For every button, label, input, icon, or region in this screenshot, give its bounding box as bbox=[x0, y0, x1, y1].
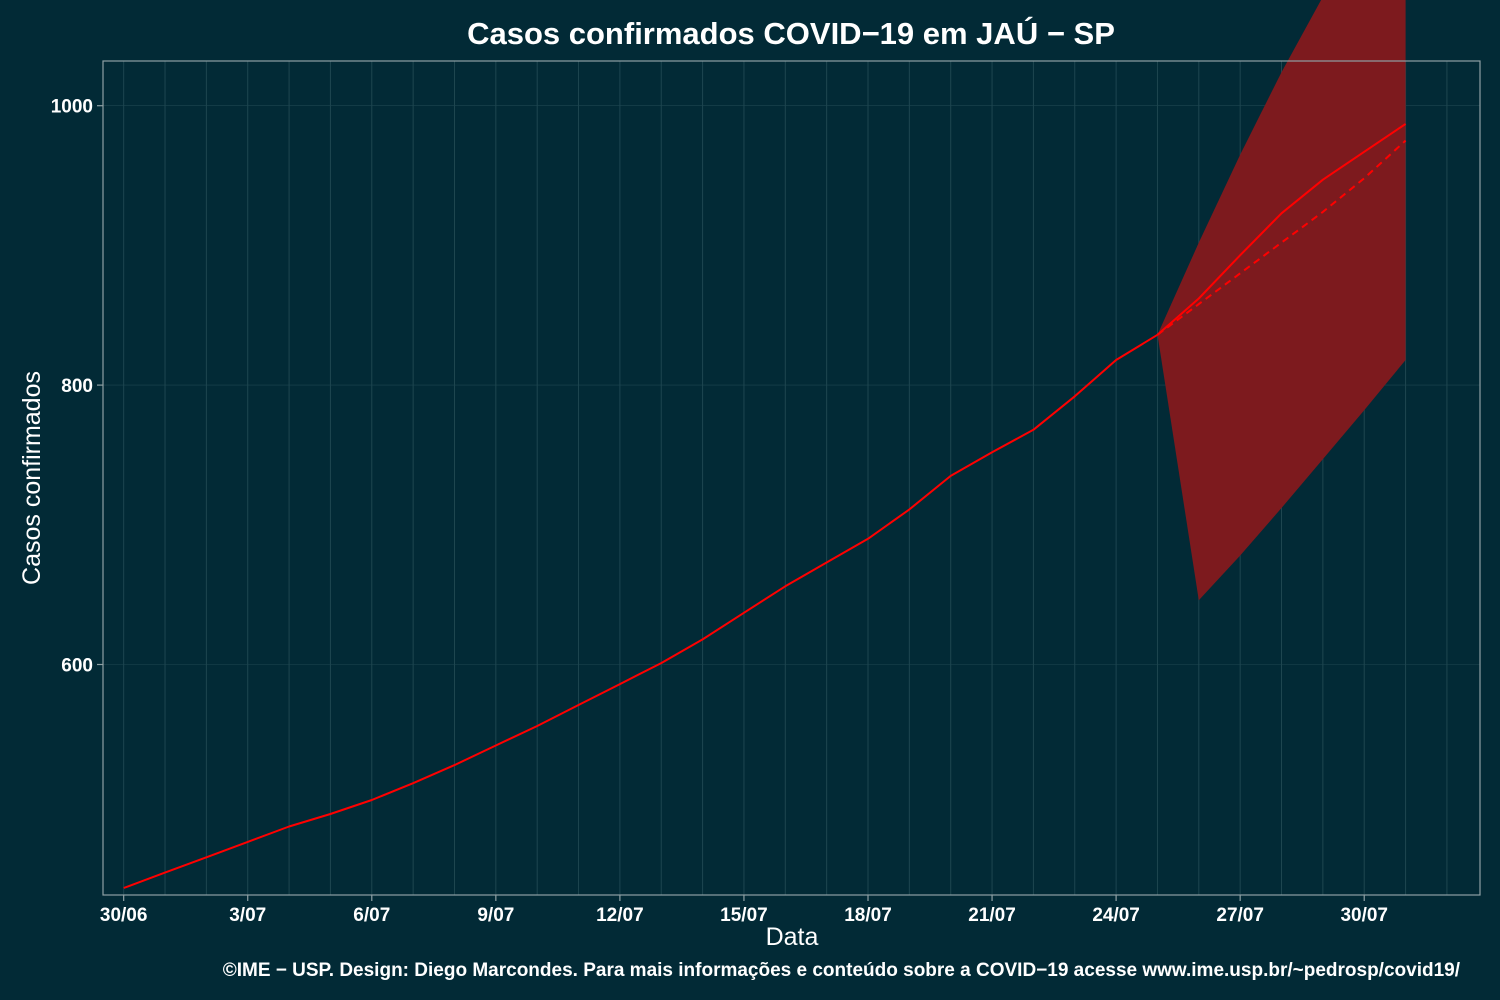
x-tick-label: 21/07 bbox=[968, 905, 1016, 926]
series-line-forecast-solid bbox=[1156, 123, 1407, 336]
series-line-forecast-dashed bbox=[1156, 139, 1407, 336]
x-axis-title: Data bbox=[766, 923, 819, 951]
confidence-band bbox=[1157, 0, 1406, 601]
footer-credit: ©IME − USP. Design: Diego Marcondes. Par… bbox=[223, 960, 1461, 981]
x-tick-label: 18/07 bbox=[844, 905, 892, 926]
x-axis-ticks: 30/06 3/07 6/07 9/07 12/07 15/07 18/07 21/07 24/… bbox=[100, 895, 1388, 926]
plot-frame bbox=[102, 60, 1481, 896]
y-axis-title: Casos confirmados bbox=[18, 371, 46, 585]
x-tick-label: 9/07 bbox=[477, 905, 514, 926]
x-tick-label: 15/07 bbox=[720, 905, 768, 926]
x-tick-label: 6/07 bbox=[353, 905, 390, 926]
x-tick-label: 30/06 bbox=[100, 905, 148, 926]
series-line-observed bbox=[123, 333, 1159, 889]
grid-lines bbox=[103, 61, 1480, 895]
x-tick-label: 12/07 bbox=[596, 905, 644, 926]
chart-title: Casos confirmados COVID−19 em JAÚ − SP bbox=[467, 15, 1115, 51]
y-tick-label: 600 bbox=[61, 655, 93, 676]
x-tick-label: 24/07 bbox=[1092, 905, 1140, 926]
y-tick-label: 800 bbox=[61, 376, 93, 397]
y-tick-label: 1000 bbox=[51, 97, 93, 118]
x-tick-label: 3/07 bbox=[229, 905, 266, 926]
series-lines bbox=[123, 123, 1407, 889]
x-tick-label: 27/07 bbox=[1216, 905, 1264, 926]
x-tick-label: 30/07 bbox=[1340, 905, 1388, 926]
confidence-band-layer bbox=[1157, 0, 1406, 601]
y-axis-ticks: 600 800 1000 bbox=[51, 97, 103, 676]
